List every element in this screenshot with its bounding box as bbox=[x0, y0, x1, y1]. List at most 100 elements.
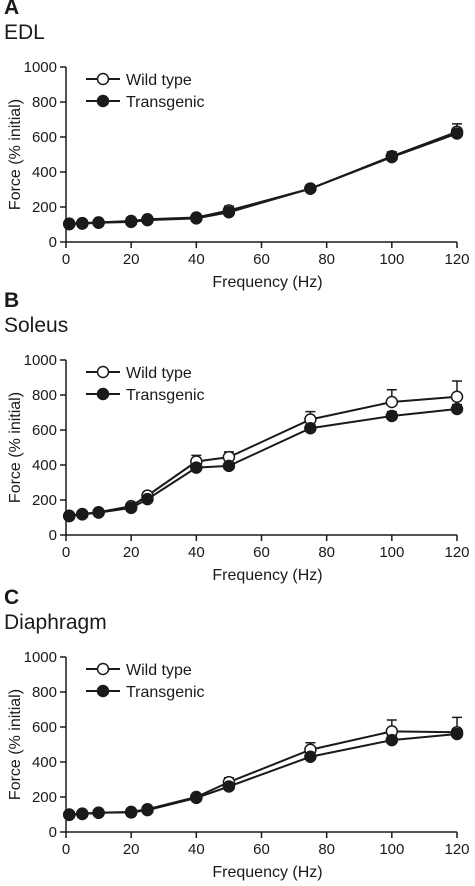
y-tick-label: 0 bbox=[49, 527, 57, 544]
panel-a: A EDL 0 200 400 600 800 1000 0 20 40 60 80 100 120 Fr… bbox=[0, 0, 475, 295]
transgenic-line bbox=[69, 733, 458, 816]
legend-marker-open bbox=[96, 72, 110, 86]
wild-type-line bbox=[69, 730, 458, 816]
y-tick-label: 800 bbox=[32, 94, 57, 111]
panel-letter: B bbox=[4, 289, 20, 312]
wild-type-point bbox=[450, 390, 464, 403]
x-tick-label: 60 bbox=[253, 841, 270, 858]
x-tick-label: 120 bbox=[444, 841, 469, 858]
legend-label: Wild type bbox=[126, 365, 192, 382]
legend-label: Transgenic bbox=[126, 684, 205, 701]
transgenic-point bbox=[222, 206, 236, 219]
transgenic-point bbox=[141, 492, 154, 506]
x-axis-label: Frequency (Hz) bbox=[212, 274, 322, 291]
transgenic-point bbox=[385, 150, 399, 164]
transgenic-point bbox=[450, 727, 464, 741]
y-axis-label: Force (% initial) bbox=[7, 99, 24, 210]
legend-marker-filled bbox=[96, 94, 110, 108]
x-tick-label: 40 bbox=[188, 544, 205, 561]
x-tick-label: 0 bbox=[62, 251, 70, 268]
transgenic-point bbox=[63, 509, 76, 523]
legend-label: Wild type bbox=[126, 662, 192, 679]
transgenic-point bbox=[222, 780, 236, 793]
transgenic-point bbox=[141, 213, 154, 227]
y-tick-label: 0 bbox=[49, 234, 57, 251]
y-tick-label: 200 bbox=[32, 199, 57, 216]
transgenic-point bbox=[124, 806, 138, 819]
legend-label: Wild type bbox=[126, 72, 192, 89]
x-axis-label: Frequency (Hz) bbox=[212, 567, 322, 584]
x-tick-label: 100 bbox=[379, 841, 404, 858]
wild-type-line bbox=[69, 130, 458, 225]
y-tick-label: 200 bbox=[32, 492, 57, 509]
transgenic-point bbox=[124, 215, 138, 229]
muscle-title: Soleus bbox=[4, 314, 69, 337]
legend-marker-filled bbox=[96, 387, 110, 401]
transgenic-point bbox=[304, 422, 317, 435]
y-tick-label: 400 bbox=[32, 754, 57, 771]
y-tick-label: 600 bbox=[32, 719, 57, 736]
y-tick-label: 1000 bbox=[24, 649, 57, 666]
x-tick-label: 20 bbox=[123, 251, 140, 268]
panel-letter: C bbox=[4, 586, 20, 609]
transgenic-point bbox=[92, 506, 105, 519]
transgenic-point bbox=[385, 409, 399, 423]
legend-label: Transgenic bbox=[126, 387, 205, 404]
x-tick-label: 120 bbox=[444, 251, 469, 268]
transgenic-point bbox=[450, 127, 464, 140]
transgenic-point bbox=[76, 807, 89, 821]
transgenic-line bbox=[69, 408, 458, 518]
muscle-title: Diaphragm bbox=[4, 611, 107, 634]
x-tick-label: 40 bbox=[188, 251, 205, 268]
y-tick-label: 400 bbox=[32, 457, 57, 474]
muscle-title: EDL bbox=[4, 21, 45, 44]
wild-type-point bbox=[385, 395, 399, 409]
transgenic-point bbox=[385, 733, 399, 747]
transgenic-point bbox=[450, 402, 464, 416]
transgenic-point bbox=[190, 212, 203, 225]
transgenic-point bbox=[141, 803, 154, 817]
y-tick-label: 0 bbox=[49, 824, 57, 841]
chart-soleus: 0 200 400 600 800 1000 0 20 40 60 80 100 120 Frequenc… bbox=[7, 352, 470, 584]
transgenic-point bbox=[63, 808, 76, 822]
legend-label: Transgenic bbox=[126, 94, 205, 111]
legend-marker-open bbox=[96, 662, 110, 676]
panel-letter: A bbox=[4, 0, 20, 19]
transgenic-line bbox=[69, 132, 458, 226]
x-tick-label: 60 bbox=[253, 251, 270, 268]
y-tick-label: 800 bbox=[32, 684, 57, 701]
x-tick-label: 80 bbox=[318, 544, 335, 561]
transgenic-point bbox=[76, 508, 89, 521]
x-tick-label: 80 bbox=[318, 251, 335, 268]
x-tick-label: 20 bbox=[123, 544, 140, 561]
x-tick-label: 100 bbox=[379, 251, 404, 268]
transgenic-point bbox=[190, 791, 203, 805]
legend-marker-open bbox=[96, 365, 110, 379]
transgenic-point bbox=[76, 217, 89, 230]
y-tick-label: 1000 bbox=[24, 59, 57, 76]
transgenic-point bbox=[92, 806, 105, 819]
y-tick-label: 1000 bbox=[24, 352, 57, 369]
transgenic-point bbox=[304, 750, 317, 763]
transgenic-point bbox=[190, 461, 203, 474]
y-tick-label: 400 bbox=[32, 164, 57, 181]
transgenic-point bbox=[63, 217, 76, 231]
x-tick-label: 120 bbox=[444, 544, 469, 561]
chart-edl: 0 200 400 600 800 1000 0 20 40 60 80 100 120 Frequenc… bbox=[7, 59, 470, 291]
transgenic-point bbox=[124, 501, 138, 515]
x-tick-label: 60 bbox=[253, 544, 270, 561]
y-axis-label: Force (% initial) bbox=[7, 392, 24, 503]
panel-c: C Diaphragm 0 200 400 600 800 1000 0 20 40 60 80 10… bbox=[0, 586, 475, 885]
legend-marker-filled bbox=[96, 684, 110, 698]
x-tick-label: 100 bbox=[379, 544, 404, 561]
x-tick-label: 0 bbox=[62, 544, 70, 561]
x-axis-label: Frequency (Hz) bbox=[212, 864, 322, 881]
x-tick-label: 20 bbox=[123, 841, 140, 858]
transgenic-point bbox=[222, 459, 236, 473]
transgenic-point bbox=[304, 182, 317, 195]
y-tick-label: 200 bbox=[32, 789, 57, 806]
transgenic-point bbox=[92, 216, 105, 229]
y-tick-label: 600 bbox=[32, 422, 57, 439]
x-tick-label: 80 bbox=[318, 841, 335, 858]
y-axis-label: Force (% initial) bbox=[7, 689, 24, 800]
